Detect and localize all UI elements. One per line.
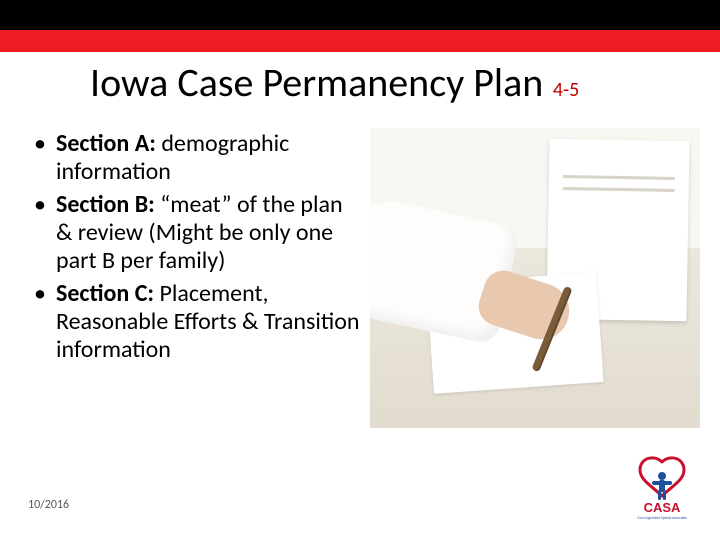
logo-tagline: Court Appointed Special Advocates: [637, 516, 687, 520]
title-block: Iowa Case Permanency Plan 4-5: [90, 58, 690, 107]
logo-text: CASA: [644, 500, 681, 515]
header-bar: [0, 0, 720, 52]
footer-date: 10/2016: [28, 498, 69, 512]
bullet-label: Section C:: [56, 279, 154, 308]
illustration-photo: [370, 128, 700, 428]
casa-logo: CASA Court Appointed Special Advocates: [628, 456, 696, 520]
bullet-label: Section B:: [56, 190, 155, 219]
list-item: Section A: demographic information: [34, 130, 364, 187]
photo-scene: [370, 128, 700, 428]
header-bar-red: [0, 30, 720, 52]
slide: Iowa Case Permanency Plan 4-5 Section A:…: [0, 0, 720, 540]
header-bar-black: [0, 0, 720, 30]
bullet-list: Section A: demographic information Secti…: [34, 130, 364, 369]
list-item: Section B: “meat” of the plan & review (…: [34, 191, 364, 276]
bullet-label: Section A:: [56, 129, 156, 158]
list-item: Section C: Placement, Reasonable Efforts…: [34, 280, 364, 365]
slide-title: Iowa Case Permanency Plan: [90, 58, 543, 107]
slide-title-pageref: 4-5: [553, 78, 579, 102]
